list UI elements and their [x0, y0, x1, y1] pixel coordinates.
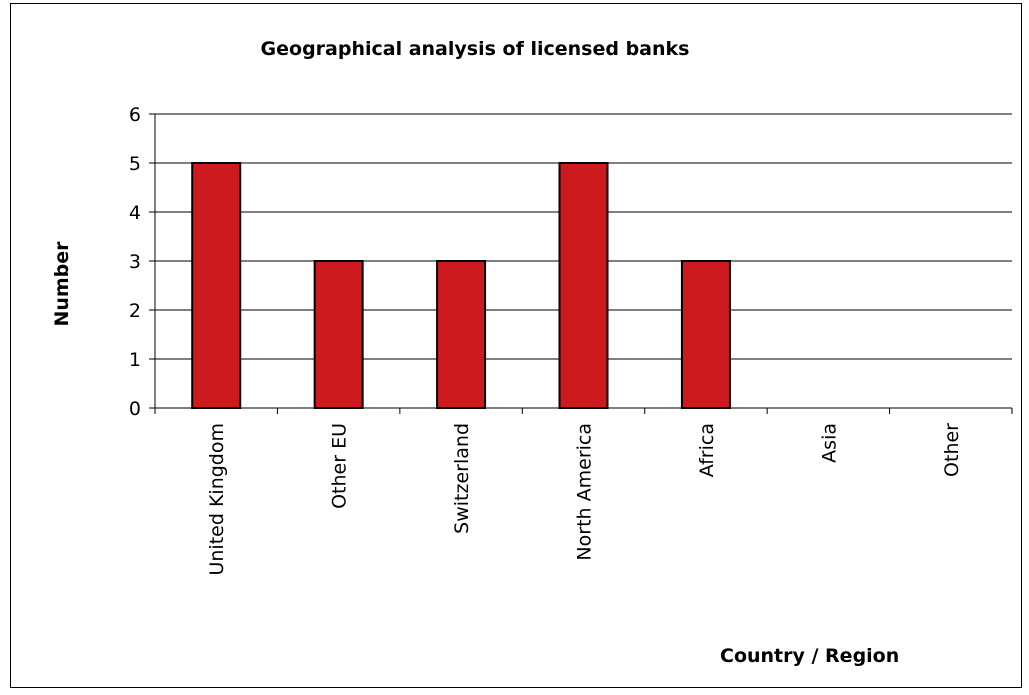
x-tick-label: North America: [574, 423, 596, 561]
axes: [149, 113, 1013, 414]
chart-title: Geographical analysis of licensed banks: [260, 38, 690, 60]
x-tick-label: Switzerland: [451, 423, 473, 534]
x-tick-label: United Kingdom: [206, 423, 228, 576]
y-tick-label: 3: [129, 251, 141, 273]
x-tick-label: Other EU: [329, 423, 351, 509]
y-tick-label: 4: [129, 202, 141, 224]
y-tick-label: 1: [129, 349, 141, 371]
y-tick-labels: 0 1 2 3 4 5 6: [129, 104, 141, 420]
bar: [558, 162, 609, 409]
bar: [191, 162, 242, 409]
bars: [191, 162, 731, 409]
x-tick-label: Asia: [818, 423, 840, 463]
x-axis-label: Country / Region: [720, 645, 900, 667]
bar: [436, 260, 487, 409]
bar: [680, 260, 731, 409]
bar: [313, 260, 364, 409]
x-tick-label: Africa: [696, 423, 718, 477]
y-tick-label: 6: [129, 104, 141, 126]
chart-frame: [10, 3, 1022, 688]
y-tick-label: 2: [129, 300, 141, 322]
x-tick-label: Other: [941, 423, 963, 477]
x-tick-labels: United Kingdom Other EU Switzerland North A…: [206, 423, 963, 576]
y-tick-label: 0: [129, 398, 141, 420]
y-tick-label: 5: [129, 153, 141, 175]
